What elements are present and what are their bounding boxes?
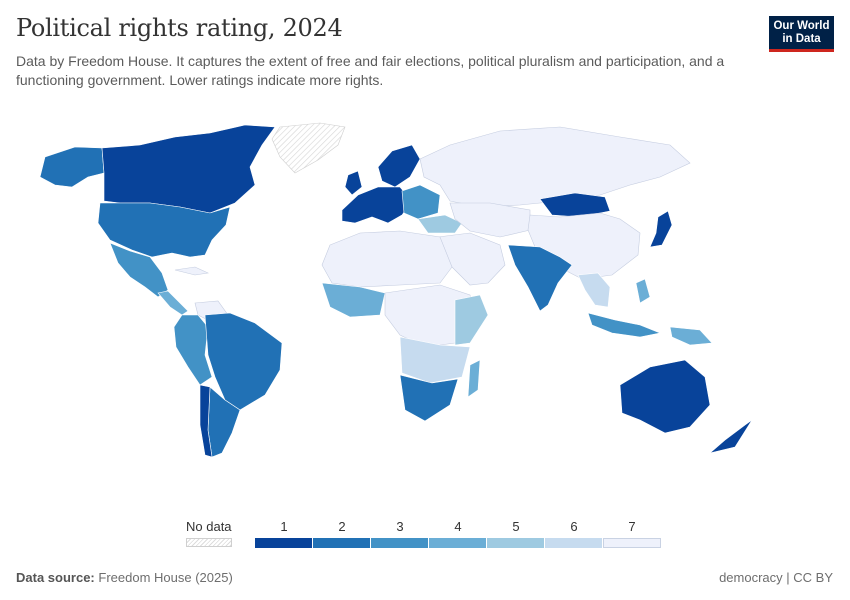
region-australia[interactable] [619, 359, 711, 434]
legend-swatch-1[interactable] [255, 538, 313, 548]
logo-line-1: Our World [773, 20, 830, 32]
region-indonesia[interactable] [587, 312, 662, 338]
region-eastern-europe[interactable] [401, 184, 441, 220]
legend-no-data-label: No data [186, 519, 232, 534]
region-cuba[interactable] [174, 266, 210, 276]
chart-subtitle: Data by Freedom House. It captures the e… [16, 53, 725, 88]
region-central-asia[interactable] [449, 202, 531, 238]
region-canada[interactable] [101, 124, 276, 214]
region-philippines[interactable] [635, 278, 651, 304]
region-united-states[interactable] [97, 202, 231, 258]
region-japan[interactable] [649, 210, 673, 248]
region-alaska[interactable] [39, 146, 105, 188]
region-southeast-asia[interactable] [577, 272, 611, 308]
region-scandinavia[interactable] [377, 144, 421, 188]
data-source-link[interactable]: Freedom House (2025) [98, 570, 233, 585]
data-source-label: Data source: [16, 570, 95, 585]
legend-tick-2: 2 [338, 519, 346, 534]
region-west-africa[interactable] [321, 282, 386, 318]
region-mongolia[interactable] [539, 192, 611, 218]
region-papua[interactable] [669, 326, 713, 346]
region-new-zealand[interactable] [709, 419, 753, 454]
legend-tick-5: 5 [512, 519, 520, 534]
owid-logo[interactable]: Our World in Data [769, 16, 834, 52]
region-north-africa[interactable] [321, 230, 453, 288]
region-uk[interactable] [344, 170, 363, 196]
legend-swatch-4[interactable] [429, 538, 487, 548]
logo-line-2: in Data [782, 32, 821, 45]
region-greenland[interactable] [271, 122, 346, 174]
legend-tick-4: 4 [454, 519, 462, 534]
region-russia[interactable] [419, 126, 691, 208]
legend-color-bar [255, 538, 661, 548]
world-map[interactable] [0, 115, 850, 460]
region-turkey[interactable] [417, 214, 463, 234]
legend-tick-1: 1 [280, 519, 288, 534]
region-southern-africa-mid[interactable] [399, 336, 471, 384]
legend-tick-3: 3 [396, 519, 404, 534]
license-info[interactable]: democracy | CC BY [719, 570, 833, 585]
region-south-africa[interactable] [399, 374, 459, 422]
region-western-europe[interactable] [341, 186, 413, 224]
legend-no-data-swatch[interactable] [186, 538, 232, 547]
legend-tick-6: 6 [570, 519, 578, 534]
region-andes[interactable] [173, 314, 213, 386]
legend-swatch-3[interactable] [371, 538, 429, 548]
legend-swatch-6[interactable] [545, 538, 603, 548]
region-chile[interactable] [199, 384, 213, 458]
legend-swatch-5[interactable] [487, 538, 545, 548]
data-source: Data source: Freedom House (2025) [16, 570, 233, 585]
chart-title: Political rights rating, 2024 [16, 14, 343, 42]
region-brazil[interactable] [204, 312, 283, 411]
region-east-africa[interactable] [454, 294, 489, 346]
region-india[interactable] [507, 244, 573, 312]
legend-tick-7: 7 [628, 519, 636, 534]
region-central-america[interactable] [157, 290, 189, 316]
legend-swatch-2[interactable] [313, 538, 371, 548]
legend-swatch-7[interactable] [603, 538, 661, 548]
region-madagascar[interactable] [467, 359, 481, 398]
